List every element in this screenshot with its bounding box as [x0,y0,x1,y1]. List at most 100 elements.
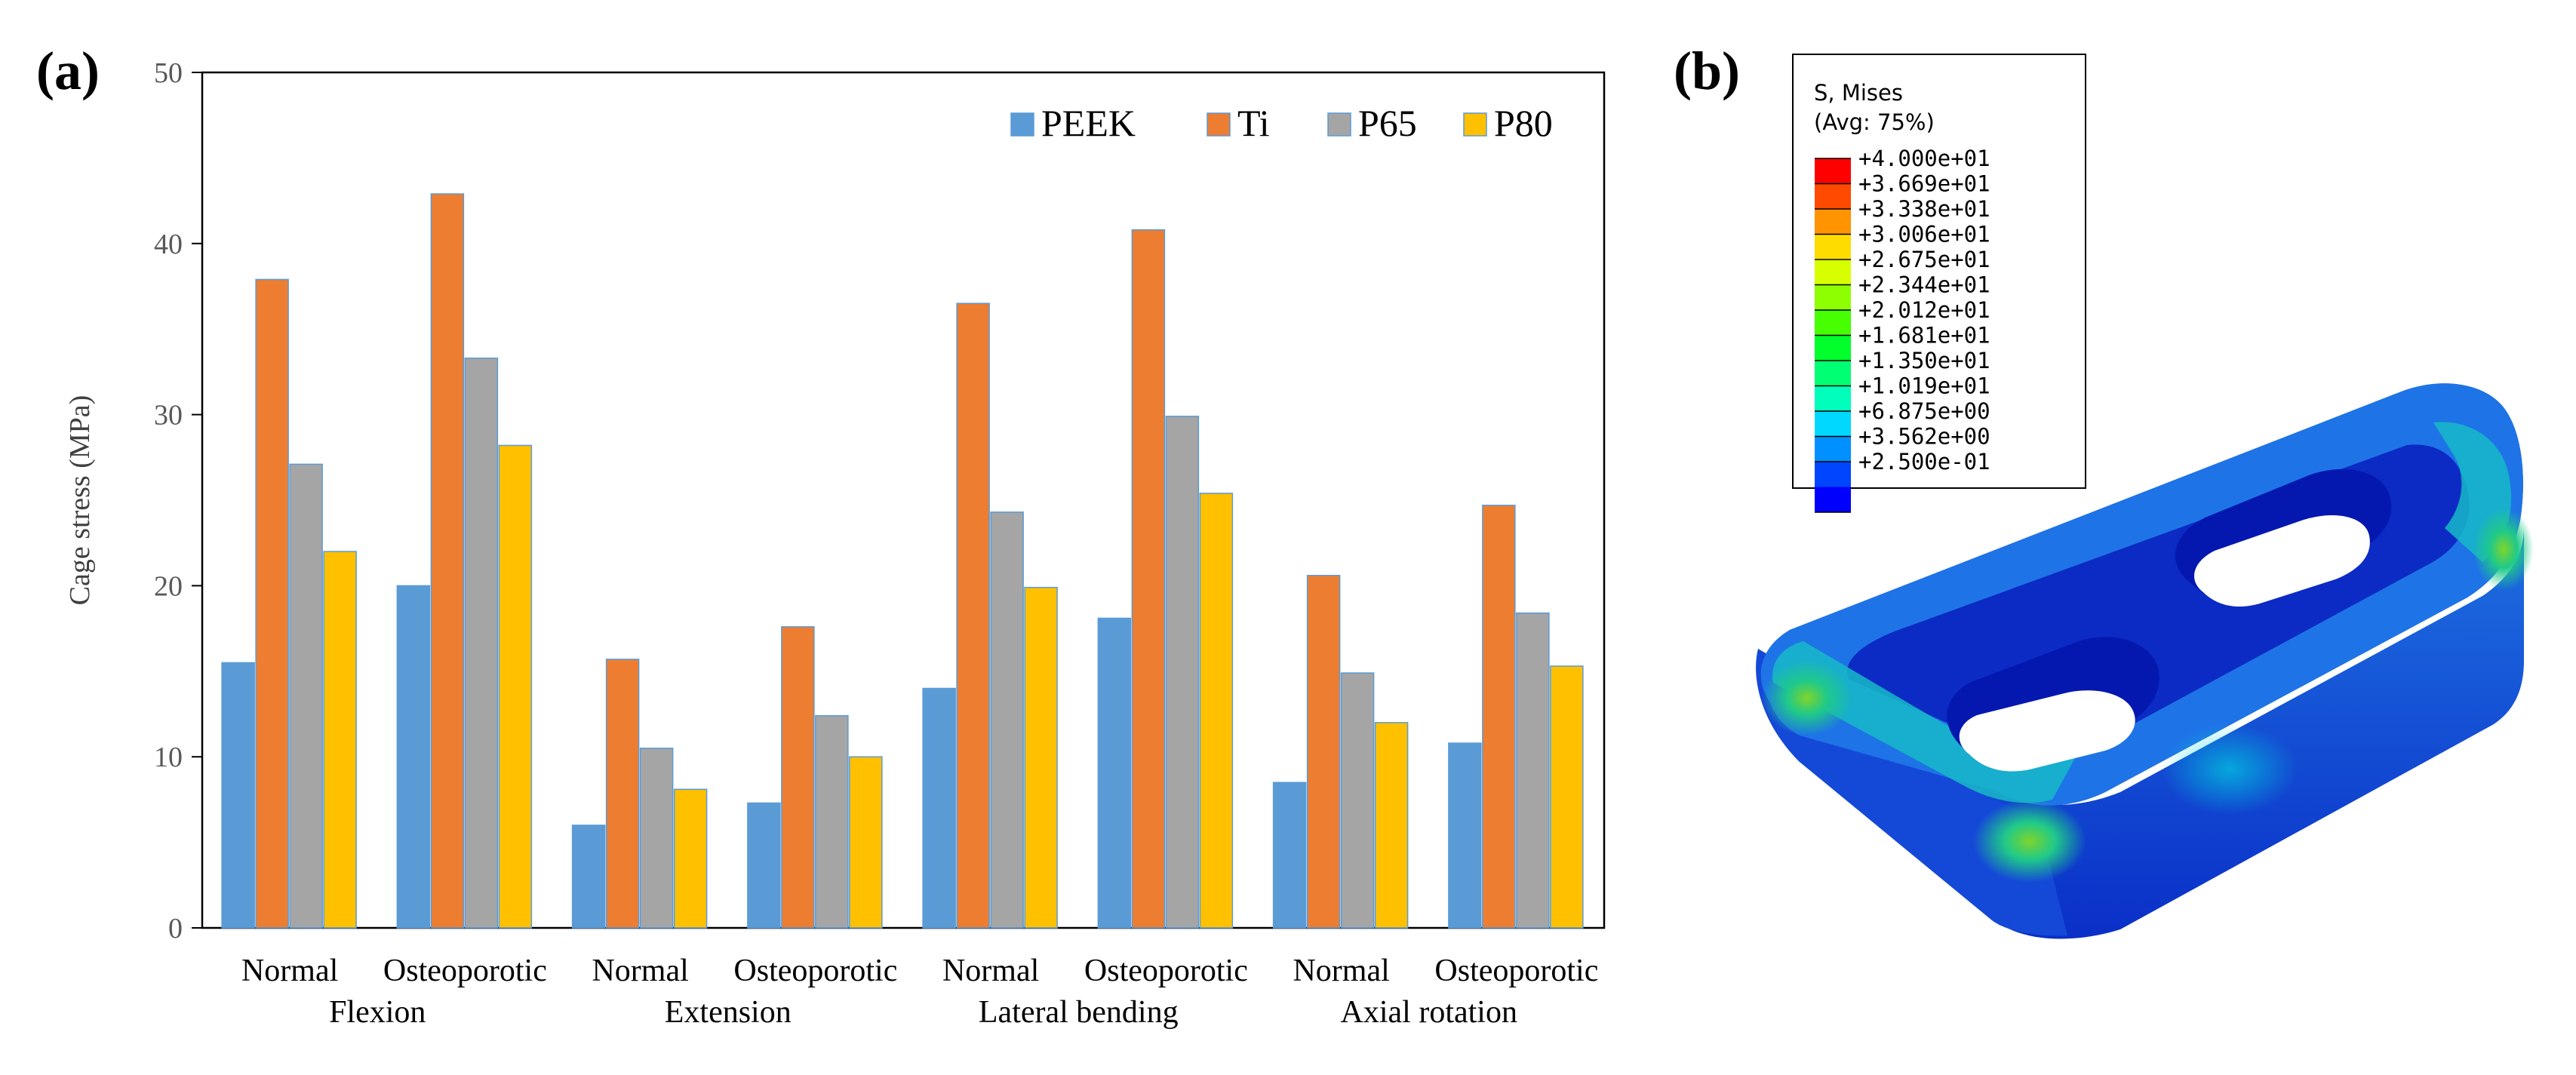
colorbar-tick-label: +3.338e+01 [1858,196,1990,222]
colorbar-swatch [1815,335,1851,361]
colorbar-subtitle: (Avg: 75%) [1814,109,1935,135]
colorbar-swatch [1815,260,1851,285]
bar-p65-7 [1516,612,1550,929]
bar-chart: 0 10 20 30 40 50 Cage stress (MPa) Normal Oste… [64,57,1606,1030]
y-tick-label: 50 [154,57,183,89]
colorbar-swatch [1815,361,1851,386]
colorbar-swatch [1815,310,1851,336]
colorbar-legend: S, Mises (Avg: 75%) +4.000e+01+3.669e+01… [1792,54,2086,513]
bar-p80-0 [323,551,357,929]
colorbar-tick-label: +3.006e+01 [1858,222,1990,247]
legend-label-p80: P80 [1494,102,1553,144]
panel-b-label: (b) [1674,41,1740,101]
bar-ti-4 [956,303,990,929]
bar-peek-7 [1448,742,1482,929]
colorbar-swatch [1815,411,1851,437]
bar-ti-5 [1131,229,1166,929]
bar-ti-0 [255,278,289,929]
cage-hole-left [1947,637,2159,772]
stress-hotspot-left [1762,660,1852,736]
bar-p65-3 [815,715,849,929]
bar-peek-6 [1272,782,1307,929]
colorbar-swatch [1815,234,1851,260]
bar-p65-5 [1165,416,1200,929]
colorbar-swatch [1815,284,1851,310]
y-tick-label: 0 [168,913,183,944]
bar-p80-2 [673,788,708,929]
colorbar-swatch [1815,462,1851,487]
panel-a-label: (a) [36,41,100,101]
group-label: Lateral bending [979,995,1179,1030]
category-label: Normal [942,954,1039,988]
y-tick-label: 20 [154,570,183,602]
category-label: Osteoporotic [1084,954,1248,988]
colorbar-tick-label: +3.562e+00 [1858,424,1990,450]
bar-peek-0 [221,662,255,929]
category-label: Normal [241,954,338,988]
bar-peek-3 [747,802,781,929]
colorbar-swatch [1815,158,1851,184]
legend-label-peek: PEEK [1041,102,1136,144]
bar-p65-0 [289,463,323,929]
bar-p65-6 [1340,672,1375,929]
legend-swatch-ti [1207,112,1231,137]
category-labels: Normal Osteoporotic Normal Osteoporotic Norm… [241,954,1598,988]
bar-ti-6 [1306,575,1341,929]
colorbar-tick-label: +2.344e+01 [1858,272,1990,298]
bar-peek-4 [922,687,956,929]
group-label: Extension [665,995,792,1030]
bar-p80-3 [849,756,883,929]
bar-peek-2 [571,825,606,929]
legend-label-p65: P65 [1358,102,1417,144]
y-tick-label: 10 [154,742,183,773]
bar-p80-7 [1550,665,1584,929]
bar-p80-1 [498,444,533,929]
colorbar-tick-label: +2.012e+01 [1858,297,1990,323]
group-label: Flexion [329,995,426,1030]
bar-p80-4 [1024,586,1058,929]
stress-hotspot-right [2473,508,2534,591]
colorbar-tick-label: +1.019e+01 [1858,373,1990,399]
colorbar-swatch [1815,436,1851,462]
colorbar-swatch [1815,183,1851,209]
stress-cyan-spot [2162,724,2298,815]
cage-hole-right [2175,468,2392,607]
bar-p65-4 [990,511,1024,929]
legend: PEEK Ti P65 P80 [1010,102,1553,144]
colorbar-title: S, Mises [1814,80,1903,106]
y-tick-label: 30 [154,400,183,432]
legend-swatch-p65 [1327,112,1351,137]
legend-label-ti: Ti [1237,102,1270,144]
bars [221,193,1584,929]
colorbar-tick-label: +6.875e+00 [1858,398,1990,424]
colorbar-tick-label: +2.675e+01 [1858,247,1990,272]
cage-model-render [1756,383,2534,939]
colorbar-swatch [1815,385,1851,411]
colorbar-swatches [1815,158,1851,513]
group-labels: Flexion Extension Lateral bending Axial rot… [329,995,1517,1030]
bar-p80-6 [1374,722,1409,929]
legend-swatch-p80 [1463,112,1487,137]
colorbar-tick-labels: +4.000e+01+3.669e+01+3.338e+01+3.006e+01… [1858,146,1990,475]
y-axis-ticks: 0 10 20 30 40 50 [154,57,202,944]
group-label: Axial rotation [1341,995,1517,1030]
category-label: Normal [1293,954,1389,988]
colorbar-swatch [1815,487,1851,512]
bar-ti-7 [1482,505,1516,929]
bar-p65-2 [639,748,674,929]
bar-ti-3 [781,626,815,929]
bar-peek-1 [396,585,431,929]
colorbar-tick-label: +3.669e+01 [1858,171,1990,197]
category-label: Osteoporotic [383,954,547,988]
colorbar-tick-label: +1.350e+01 [1858,348,1990,373]
bar-p80-5 [1199,493,1234,929]
category-label: Osteoporotic [733,954,897,988]
colorbar-tick-label: +1.681e+01 [1858,323,1990,349]
y-axis-label: Cage stress (MPa) [64,395,96,606]
y-tick-label: 40 [154,229,183,260]
colorbar-swatch [1815,209,1851,235]
category-label: Normal [592,954,688,988]
colorbar-tick-label: +2.500e-01 [1858,449,1990,475]
colorbar-tick-label: +4.000e+01 [1858,146,1990,171]
